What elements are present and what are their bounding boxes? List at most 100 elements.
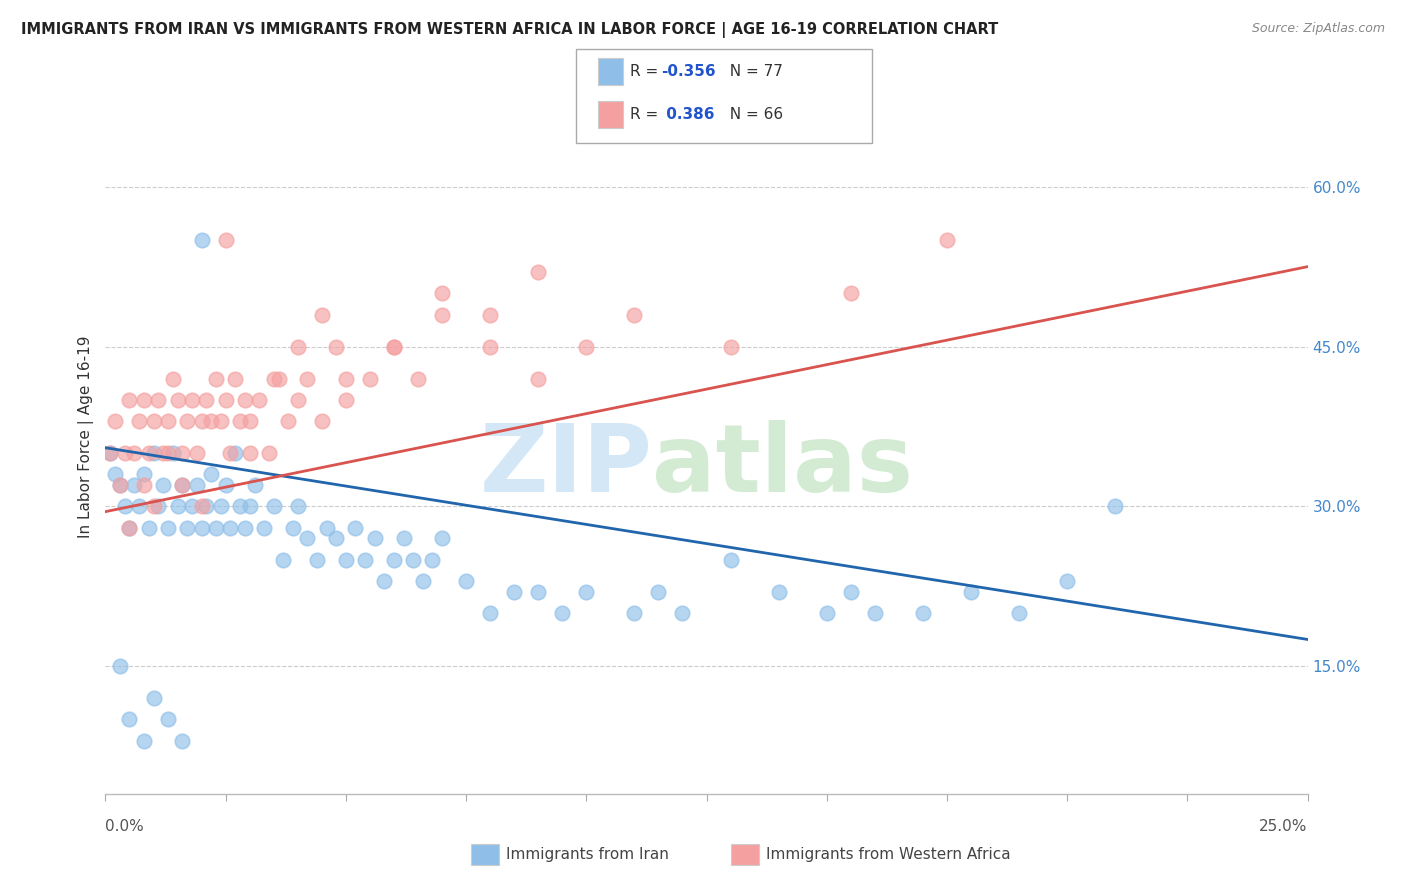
Point [315, 520, 337, 534]
Point [1104, 500, 1126, 514]
Point [354, 552, 377, 566]
Point [239, 446, 262, 460]
Point [114, 500, 136, 514]
Point [359, 371, 381, 385]
Point [430, 308, 453, 322]
Text: IMMIGRANTS FROM IRAN VS IMMIGRANTS FROM WESTERN AFRICA IN LABOR FORCE | AGE 16-1: IMMIGRANTS FROM IRAN VS IMMIGRANTS FROM … [21, 22, 998, 38]
Point [479, 340, 502, 354]
Point [118, 520, 141, 534]
Point [527, 584, 550, 599]
Point [98, 446, 121, 460]
Point [172, 733, 194, 747]
Text: 0.386: 0.386 [661, 107, 714, 121]
Point [1056, 574, 1078, 588]
Point [382, 552, 405, 566]
Point [128, 500, 150, 514]
Point [551, 606, 574, 620]
Point [132, 467, 155, 482]
Point [960, 584, 983, 599]
Point [108, 659, 131, 673]
Text: N = 77: N = 77 [720, 64, 783, 78]
Point [479, 308, 502, 322]
Point [527, 265, 550, 279]
Point [311, 414, 333, 428]
Point [575, 340, 598, 354]
Point [224, 446, 246, 460]
Point [219, 520, 242, 534]
Point [287, 500, 309, 514]
Point [839, 584, 862, 599]
Point [186, 446, 208, 460]
Point [132, 733, 155, 747]
Point [200, 467, 222, 482]
Point [392, 531, 415, 545]
Text: 0.0%: 0.0% [105, 820, 145, 834]
Text: 25.0%: 25.0% [1260, 820, 1308, 834]
Point [430, 531, 453, 545]
Point [335, 392, 357, 407]
Point [233, 520, 256, 534]
Point [311, 308, 333, 322]
Point [297, 531, 319, 545]
Point [287, 340, 309, 354]
Point [325, 340, 347, 354]
Point [186, 478, 208, 492]
Point [839, 286, 862, 301]
Point [205, 520, 228, 534]
Point [335, 552, 357, 566]
Text: R =: R = [630, 64, 664, 78]
Point [267, 371, 290, 385]
Point [233, 392, 256, 407]
Point [257, 446, 280, 460]
Point [768, 584, 790, 599]
Point [863, 606, 886, 620]
Point [172, 478, 194, 492]
Point [527, 371, 550, 385]
Point [176, 520, 198, 534]
Point [209, 500, 232, 514]
Point [195, 500, 218, 514]
Y-axis label: In Labor Force | Age 16-19: In Labor Force | Age 16-19 [79, 335, 94, 539]
Point [152, 478, 174, 492]
Point [344, 520, 367, 534]
Point [172, 478, 194, 492]
Point [214, 392, 236, 407]
Point [406, 371, 429, 385]
Point [247, 392, 270, 407]
Text: Source: ZipAtlas.com: Source: ZipAtlas.com [1251, 22, 1385, 36]
Point [166, 500, 188, 514]
Point [176, 414, 198, 428]
Point [200, 414, 222, 428]
Point [205, 371, 228, 385]
Point [104, 414, 127, 428]
Point [239, 500, 262, 514]
Point [156, 446, 179, 460]
Point [118, 520, 141, 534]
Point [263, 500, 285, 514]
Point [287, 392, 309, 407]
Point [142, 500, 165, 514]
Point [190, 500, 212, 514]
Point [190, 414, 212, 428]
Point [503, 584, 526, 599]
Point [181, 500, 204, 514]
Point [325, 531, 347, 545]
Point [118, 392, 141, 407]
Point [98, 446, 121, 460]
Point [402, 552, 425, 566]
Point [815, 606, 838, 620]
Point [364, 531, 387, 545]
Point [209, 414, 232, 428]
Text: atlas: atlas [652, 419, 914, 512]
Point [263, 371, 285, 385]
Point [195, 392, 218, 407]
Point [1008, 606, 1031, 620]
Point [156, 712, 179, 726]
Point [142, 691, 165, 706]
Point [297, 371, 319, 385]
Point [166, 392, 188, 407]
Point [277, 414, 299, 428]
Text: -0.356: -0.356 [661, 64, 716, 78]
Text: N = 66: N = 66 [720, 107, 783, 121]
Point [229, 500, 252, 514]
